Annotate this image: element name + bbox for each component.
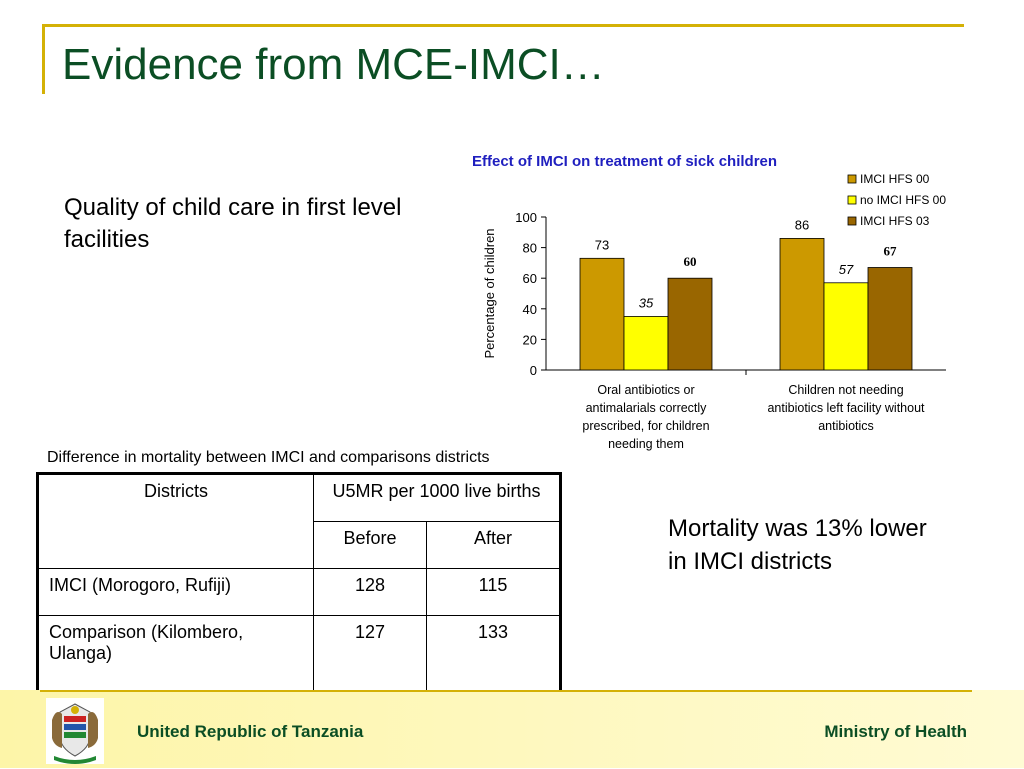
row-before: 128 <box>313 568 427 616</box>
mortality-conclusion-text: Mortality was 13% lower in IMCI district… <box>668 515 927 575</box>
data-label: 67 <box>884 243 898 258</box>
slide-title: Evidence from MCE-IMCI… <box>62 40 605 89</box>
data-label: 60 <box>684 254 697 269</box>
bar-imci-hfs-03 <box>867 267 913 371</box>
legend-swatch <box>847 195 857 205</box>
x-category-label: Oral antibiotics or <box>597 383 694 397</box>
header-before: Before <box>313 521 427 570</box>
header-districts: Districts <box>37 472 314 570</box>
quality-of-care-text: Quality of child care in first level fac… <box>64 194 402 253</box>
treatment-chart: Effect of IMCI on treatment of sick chil… <box>468 145 968 460</box>
data-label: 86 <box>795 217 809 232</box>
x-category-label: Children not needing <box>788 383 903 397</box>
x-category-label: needing them <box>608 437 684 451</box>
table-subheader-row: Before After <box>38 521 561 570</box>
footer-band <box>0 690 1024 768</box>
data-label: 57 <box>839 262 854 277</box>
chart-title: Effect of IMCI on treatment of sick chil… <box>472 153 777 170</box>
legend-label: no IMCI HFS 00 <box>860 193 946 207</box>
y-tick-label: 100 <box>515 210 537 225</box>
table-row: Comparison (Kilombero, Ulanga) 127 133 <box>37 614 561 694</box>
mortality-table: Districts U5MR per 1000 live births Befo… <box>36 472 562 694</box>
title-frame-horizontal <box>42 24 964 27</box>
row-district: Comparison (Kilombero, Ulanga) <box>37 614 314 694</box>
bar-imci-hfs-00 <box>779 238 825 371</box>
table-header-row: Districts U5MR per 1000 live births <box>37 472 561 570</box>
row-after: 133 <box>426 614 561 694</box>
x-category-label: antibiotics left facility without <box>767 401 925 415</box>
header-after: After <box>426 521 561 570</box>
y-tick-label: 80 <box>523 241 537 256</box>
bar-imci-hfs-00 <box>579 257 625 371</box>
table-row: IMCI (Morogoro, Rufiji) 128 115 <box>37 568 561 616</box>
legend-label: IMCI HFS 00 <box>860 172 930 186</box>
row-before: 127 <box>313 614 427 694</box>
y-tick-label: 20 <box>523 332 537 347</box>
coat-of-arms-logo <box>46 698 104 764</box>
legend-swatch <box>847 216 857 226</box>
data-label: 35 <box>639 295 654 310</box>
bar-no-imci-hfs-00 <box>623 316 669 371</box>
y-tick-label: 60 <box>523 271 537 286</box>
table-caption: Difference in mortality between IMCI and… <box>47 449 490 466</box>
y-axis-title: Percentage of children <box>482 228 497 358</box>
chart-svg: Effect of IMCI on treatment of sick chil… <box>472 153 946 451</box>
footer-country: United Republic of Tanzania <box>137 722 364 741</box>
row-after: 115 <box>426 568 561 616</box>
row-district: IMCI (Morogoro, Rufiji) <box>37 568 314 616</box>
footer-divider <box>40 690 972 692</box>
x-category-label: prescribed, for children <box>582 419 709 433</box>
y-tick-label: 40 <box>523 302 537 317</box>
header-u5mr: U5MR per 1000 live births <box>313 472 561 523</box>
legend-label: IMCI HFS 03 <box>860 214 930 228</box>
data-label: 73 <box>595 237 609 252</box>
x-category-label: antimalarials correctly <box>586 401 708 415</box>
footer-ministry: Ministry of Health <box>824 722 967 741</box>
bar-no-imci-hfs-00 <box>823 282 869 371</box>
legend-swatch <box>847 174 857 184</box>
title-frame-vertical <box>42 24 45 94</box>
bar-imci-hfs-03 <box>667 277 713 371</box>
y-tick-label: 0 <box>530 363 537 378</box>
x-category-label: antibiotics <box>818 419 874 433</box>
